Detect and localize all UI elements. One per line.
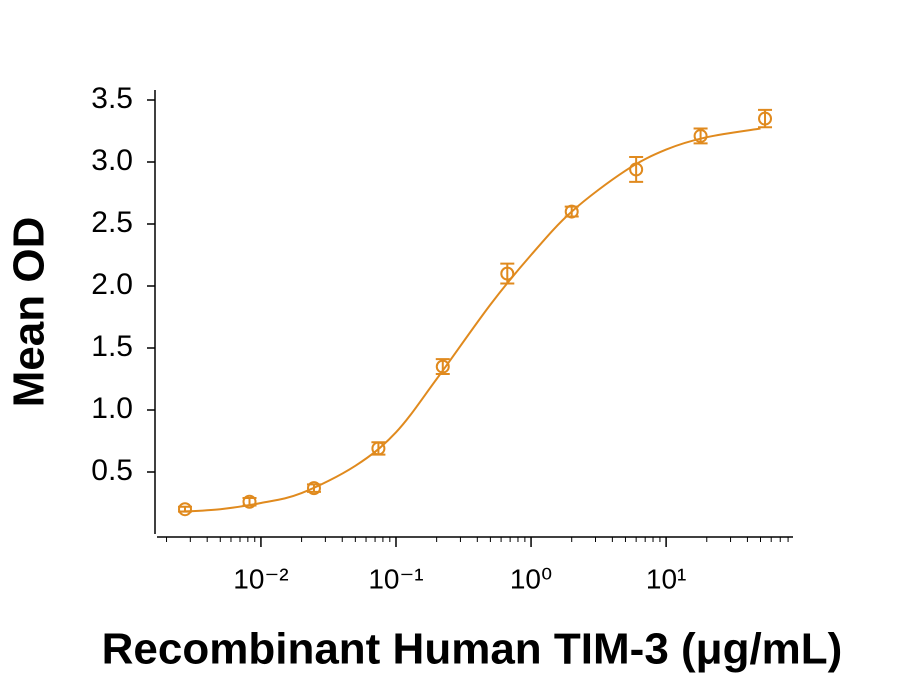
point — [371, 441, 386, 456]
y-tick-label: 3.5 — [91, 82, 133, 115]
y-tick-label: 0.5 — [91, 454, 133, 487]
y-tick-label: 3.0 — [91, 144, 133, 177]
y-tick-label: 1.0 — [91, 392, 133, 425]
point — [564, 204, 579, 219]
x-axis-label: Recombinant Human TIM-3 (μg/mL) — [102, 625, 843, 674]
x-tick-label: 10⁰ — [510, 563, 552, 594]
x-tick-label: 10⁻² — [233, 563, 288, 594]
x-tick-label: 10¹ — [646, 563, 686, 594]
point — [758, 111, 773, 126]
y-tick-label: 2.5 — [91, 206, 133, 239]
point — [242, 494, 257, 509]
y-axis-label: Mean OD — [5, 217, 54, 408]
point — [306, 481, 321, 496]
error-bar — [693, 127, 708, 145]
point — [500, 266, 515, 281]
y-tick-label: 1.5 — [91, 330, 133, 363]
error-bar — [629, 156, 644, 183]
y-tick-label: 2.0 — [91, 268, 133, 301]
point — [177, 502, 192, 517]
point — [693, 128, 708, 143]
fit-curve — [179, 127, 761, 513]
x-tick-label: 10⁻¹ — [368, 563, 423, 594]
point — [435, 359, 450, 374]
